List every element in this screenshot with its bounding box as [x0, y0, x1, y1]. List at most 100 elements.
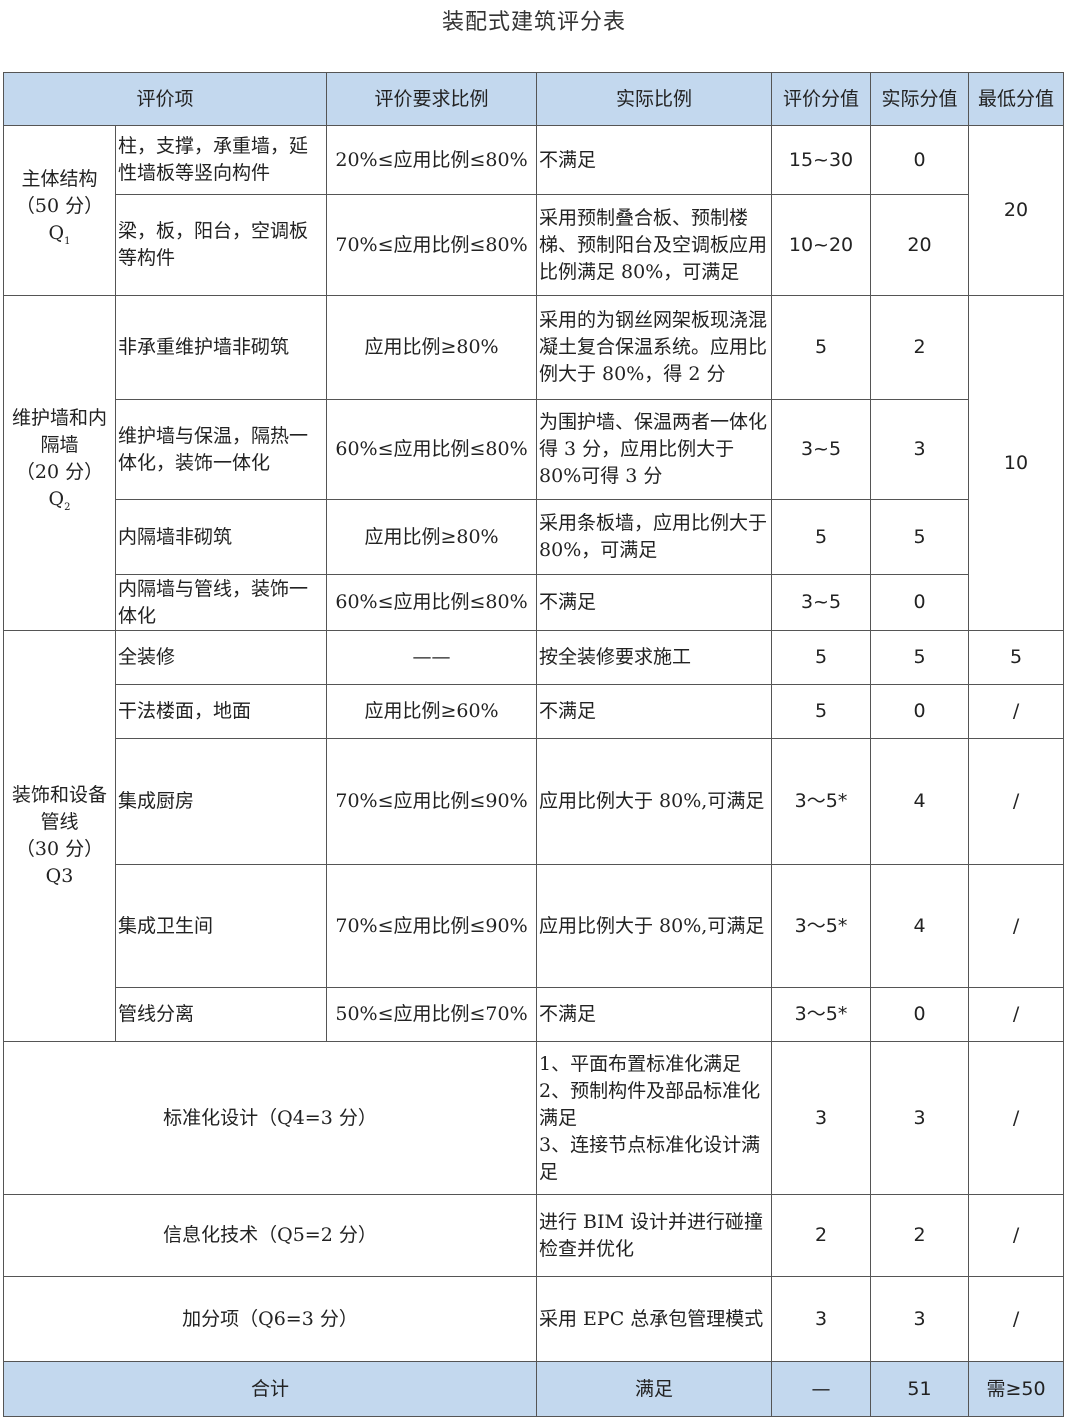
item-name: 非承重维护墙非砌筑	[114, 295, 328, 400]
actual-score: 0	[870, 684, 970, 739]
group-code-subscript: 1	[64, 235, 71, 247]
table-row: 梁，板，阳台，空调板等构件 70%≤应用比例≤80% 采用预制叠合板、预制楼梯、预制…	[4, 194, 1064, 296]
actual-ratio: 采用预制叠合板、预制楼梯、预制阳台及空调板应用比例满足 80%，可满足	[536, 194, 773, 296]
item-name: 全装修	[114, 630, 328, 685]
actual-ratio: 按全装修要求施工	[536, 630, 773, 685]
group-code-subscript: 2	[64, 501, 71, 513]
column-header: 实际比例	[536, 72, 773, 126]
table-row: 干法楼面，地面 应用比例≥60% 不满足 5 0/	[4, 684, 1065, 739]
minimum-score: /	[968, 684, 1065, 739]
evaluation-score: 5	[771, 295, 872, 400]
actual-score: 3	[870, 1276, 970, 1362]
item-name: 加分项（Q6=3 分）	[2, 1276, 538, 1362]
actual-score: 0	[870, 987, 970, 1042]
evaluation-score: 3~5	[771, 574, 872, 631]
group-code: Q2	[6, 486, 113, 521]
table-row: 主体结构 （50 分） Q1 柱，支撑，承重墙，延性墙板等竖向构件 20%≤应用比例≤8…	[3, 125, 1065, 296]
group-label: 主体结构 （50 分） Q1	[3, 125, 116, 296]
actual-score: 4	[870, 738, 970, 865]
minimum-score: 20	[968, 125, 1065, 296]
actual-line: 进行 BIM 设计并进行碰撞检查并优化	[539, 1210, 764, 1260]
group-code: Q3	[6, 863, 113, 890]
table-row: 维护墙与保温，隔热一体化，装饰一体化 60%≤应用比例≤80% 为围护墙、保温两者一…	[4, 399, 1064, 500]
actual-line: 3、连接节点标准化设计满足	[539, 1133, 761, 1183]
actual-score: 3	[870, 1041, 970, 1195]
actual-score: 20	[870, 194, 970, 296]
group-label: 装饰和设备管线 （30 分） Q3	[3, 630, 116, 1042]
item-name: 干法楼面，地面	[114, 684, 328, 739]
column-header: 评价项	[2, 72, 328, 126]
total-label: 合计	[2, 1361, 538, 1417]
evaluation-score: 15~30	[771, 125, 872, 195]
actual-ratio: 进行 BIM 设计并进行碰撞检查并优化	[536, 1194, 773, 1277]
requirement-ratio: 70%≤应用比例≤90%	[326, 864, 538, 988]
requirement-ratio: 60%≤应用比例≤80%	[326, 399, 538, 500]
actual-score: 5	[870, 499, 970, 575]
evaluation-score: 3～5*	[771, 738, 872, 865]
evaluation-score: 3	[771, 1041, 872, 1195]
evaluation-score: 10~20	[771, 194, 872, 296]
evaluation-score: 3	[771, 1276, 872, 1362]
actual-ratio: 采用 EPC 总承包管理模式	[536, 1276, 773, 1362]
group-code-letter: Q	[48, 222, 65, 245]
actual-ratio: 采用条板墙，应用比例大于 80%，可满足	[536, 499, 773, 575]
evaluation-score: 5	[771, 499, 872, 575]
group-code-letter: Q	[48, 488, 65, 511]
minimum-score: /	[968, 1194, 1065, 1277]
header-row: 评价项 评价要求比例 实际比例 评价分值 实际分值 最低分值	[2, 72, 1065, 126]
actual-ratio: 不满足	[536, 125, 773, 195]
table-row: 集成卫生间 70%≤应用比例≤90% 应用比例大于 80%,可满足 3～5* 4/	[4, 864, 1065, 988]
group-label-line: （30 分）	[15, 838, 104, 860]
item-name: 集成卫生间	[114, 864, 328, 988]
table-title: 装配式建筑评分表	[441, 10, 626, 35]
group-label-line: （20 分）	[15, 461, 104, 484]
evaluation-score: 5	[771, 684, 872, 739]
table-row: 加分项（Q6=3 分） 采用 EPC 总承包管理模式 3 3/	[2, 1276, 1065, 1362]
item-name: 梁，板，阳台，空调板等构件	[114, 194, 328, 296]
table-row: 装饰和设备管线 （30 分） Q3 全装修 —— 按全装修要求施工 5 5 5	[3, 630, 1065, 1042]
total-actual: 满足	[536, 1361, 773, 1417]
minimum-score: /	[968, 1276, 1065, 1362]
item-name: 柱，支撑，承重墙，延性墙板等竖向构件	[114, 125, 328, 195]
minimum-score: 5	[968, 630, 1065, 685]
actual-ratio: 应用比例大于 80%,可满足	[536, 864, 773, 988]
actual-score: 2	[870, 1194, 970, 1277]
requirement-ratio: 应用比例≥80%	[326, 499, 538, 575]
table-row: 管线分离 50%≤应用比例≤70% 不满足 3～5* 0/	[4, 987, 1065, 1042]
requirement-ratio: 应用比例≥80%	[326, 295, 538, 400]
table-row: 集成厨房 70%≤应用比例≤90% 应用比例大于 80%,可满足 3～5* 4/	[4, 738, 1065, 865]
minimum-score: /	[968, 987, 1065, 1042]
total-evaluation-score: —	[771, 1361, 872, 1417]
actual-score: 2	[870, 295, 970, 400]
actual-ratio: 不满足	[536, 987, 773, 1042]
actual-ratio: 采用的为钢丝网架板现浇混凝土复合保温系统。应用比例大于 80%，得 2 分	[536, 295, 773, 400]
requirement-ratio: 20%≤应用比例≤80%	[326, 125, 538, 195]
group-label-line: （50 分）	[15, 195, 104, 218]
item-name: 内隔墙与管线，装饰一体化	[114, 574, 328, 631]
table-row: 内隔墙非砌筑 应用比例≥80% 采用条板墙，应用比例大于 80%，可满足 5 5	[4, 499, 1064, 575]
actual-ratio: 应用比例大于 80%,可满足	[536, 738, 773, 865]
actual-line: 采用 EPC 总承包管理模式	[539, 1307, 764, 1330]
table-row: 维护墙和内隔墙 （20 分） Q2 非承重维护墙非砌筑 应用比例≥80% 采用的为钢丝网架…	[3, 295, 1065, 631]
item-name: 内隔墙非砌筑	[114, 499, 328, 575]
minimum-score: 10	[968, 295, 1065, 631]
actual-score: 4	[870, 864, 970, 988]
column-header: 评价要求比例	[326, 72, 538, 126]
actual-line: 2、预制构件及部品标准化满足	[539, 1079, 761, 1129]
actual-score: 0	[870, 574, 970, 631]
actual-ratio: 不满足	[536, 574, 773, 631]
requirement-ratio: 70%≤应用比例≤90%	[326, 738, 538, 865]
total-minimum-score: 需≥50	[968, 1361, 1065, 1417]
table-row: 标准化设计（Q4=3 分） 1、平面布置标准化满足 2、预制构件及部品标准化满足 3、…	[2, 1041, 1065, 1195]
actual-score: 0	[870, 125, 970, 195]
group-label-line: 装饰和设备管线	[11, 784, 107, 833]
actual-score: 5	[870, 630, 970, 685]
minimum-score: /	[968, 1041, 1065, 1195]
actual-line: 1、平面布置标准化满足	[539, 1052, 742, 1075]
group-label-line: 维护墙和内隔墙	[11, 407, 107, 457]
evaluation-score: 3～5*	[771, 987, 872, 1042]
actual-ratio: 为围护墙、保温两者一体化得 3 分，应用比例大于80%可得 3 分	[536, 399, 773, 500]
total-actual-score: 51	[870, 1361, 970, 1417]
requirement-ratio: 50%≤应用比例≤70%	[326, 987, 538, 1042]
evaluation-score: 5	[771, 630, 872, 685]
